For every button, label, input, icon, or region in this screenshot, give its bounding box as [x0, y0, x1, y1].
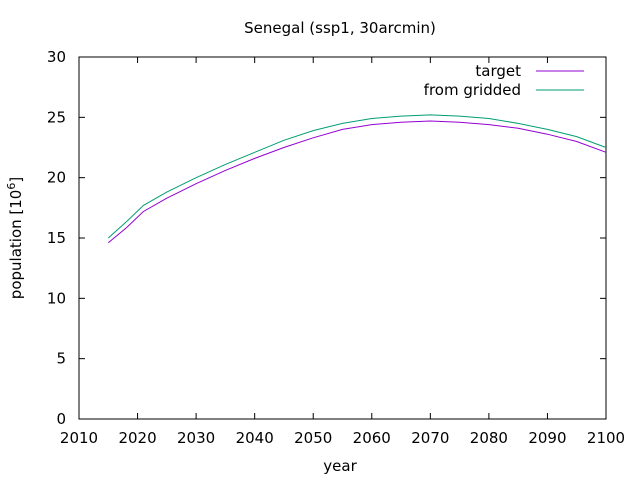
x-tick-label: 2090	[528, 429, 566, 447]
y-axis-label: population [106]	[5, 177, 25, 299]
x-tick-label: 2060	[353, 429, 391, 447]
x-tick-label: 2080	[470, 429, 508, 447]
x-tick-label: 2070	[411, 429, 449, 447]
y-tick-label: 25	[47, 108, 66, 126]
legend-label: target	[475, 62, 521, 80]
x-tick-label: 2030	[177, 429, 215, 447]
x-tick-label: 2040	[236, 429, 274, 447]
y-tick-label: 20	[47, 169, 66, 187]
y-axis-label-superscript: 6	[5, 183, 18, 190]
legend-label: from gridded	[424, 81, 521, 99]
x-axis-label: year	[323, 457, 357, 475]
series-group	[107, 114, 607, 244]
x-tick-label: 2010	[60, 429, 98, 447]
plot-frame	[78, 56, 607, 420]
y-tick-label: 15	[47, 229, 66, 247]
x-tick-label: 2020	[118, 429, 156, 447]
y-tick-label: 0	[56, 410, 66, 428]
x-tick-label: 2050	[294, 429, 332, 447]
series-line-1	[107, 120, 607, 244]
y-tick-label: 10	[47, 289, 66, 307]
x-tick-label: 2100	[587, 429, 625, 447]
series-line-2	[107, 114, 607, 239]
y-axis-label-close: ]	[7, 177, 25, 183]
y-axis-ticks: 0 5 10 15 20 25 30	[47, 48, 606, 428]
chart-title: Senegal (ssp1, 30arcmin)	[244, 19, 436, 37]
y-tick-label: 30	[47, 48, 66, 66]
axes	[78, 56, 607, 420]
x-axis-ticks: 2010 2020 2030 2040 2050 2060 2070 2080 2090 2100	[60, 57, 625, 447]
y-tick-label: 5	[56, 350, 66, 368]
y-axis-label-main: population [10	[7, 190, 25, 300]
